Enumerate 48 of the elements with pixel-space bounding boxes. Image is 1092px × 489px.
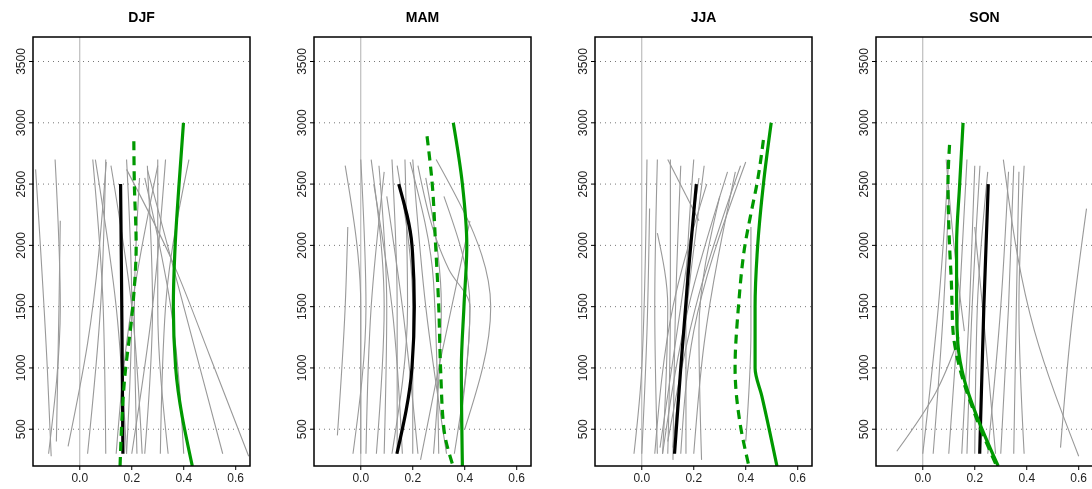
- y-tick-label: 2000: [295, 231, 309, 259]
- x-tick-label: 0.2: [966, 471, 984, 485]
- x-tick-label: 0.4: [456, 471, 474, 485]
- x-tick-label: 0.0: [352, 471, 370, 485]
- y-tick-label: 500: [857, 418, 871, 440]
- x-tick-label: 0.6: [789, 471, 807, 485]
- y-tick-label: 2500: [295, 170, 309, 198]
- chart-title: DJF: [128, 9, 156, 25]
- y-tick-label: 1500: [857, 292, 871, 321]
- x-tick-label: 0.6: [1070, 471, 1088, 485]
- x-tick-label: 0.2: [404, 471, 422, 485]
- y-tick-label: 3500: [576, 47, 590, 75]
- y-tick-label: 2500: [14, 170, 28, 198]
- y-tick-label: 2000: [576, 231, 590, 259]
- y-tick-label: 3000: [857, 109, 871, 137]
- x-tick-label: 0.2: [123, 471, 141, 485]
- y-tick-label: 1000: [295, 354, 309, 382]
- y-tick-label: 500: [295, 418, 309, 440]
- y-tick-label: 1000: [857, 354, 871, 382]
- x-tick-label: 0.4: [175, 471, 193, 485]
- y-tick-label: 3000: [14, 109, 28, 137]
- y-tick-label: 1500: [576, 292, 590, 321]
- y-tick-label: 2000: [857, 231, 871, 259]
- y-tick-label: 2500: [576, 170, 590, 198]
- x-tick-label: 0.6: [227, 471, 245, 485]
- y-tick-label: 2000: [14, 231, 28, 259]
- chart-title: MAM: [405, 9, 440, 25]
- x-tick-label: 0.6: [508, 471, 526, 485]
- chart-title: JJA: [690, 9, 717, 25]
- y-tick-label: 3500: [14, 47, 28, 75]
- x-tick-label: 0.4: [1018, 471, 1036, 485]
- y-tick-label: 3500: [857, 47, 871, 75]
- y-tick-label: 3500: [295, 47, 309, 75]
- x-tick-label: 0.2: [685, 471, 703, 485]
- x-tick-label: 0.4: [737, 471, 755, 485]
- y-tick-label: 1000: [14, 354, 28, 382]
- y-tick-label: 3000: [576, 109, 590, 137]
- y-tick-label: 1500: [295, 292, 309, 321]
- chart-title: SON: [969, 9, 1000, 25]
- y-tick-label: 500: [576, 418, 590, 440]
- y-tick-label: 500: [14, 418, 28, 440]
- y-tick-label: 2500: [857, 170, 871, 198]
- x-tick-label: 0.0: [914, 471, 932, 485]
- y-tick-label: 3000: [295, 109, 309, 137]
- x-tick-label: 0.0: [633, 471, 651, 485]
- y-tick-label: 1500: [14, 292, 28, 321]
- y-tick-label: 1000: [576, 354, 590, 382]
- x-tick-label: 0.0: [71, 471, 89, 485]
